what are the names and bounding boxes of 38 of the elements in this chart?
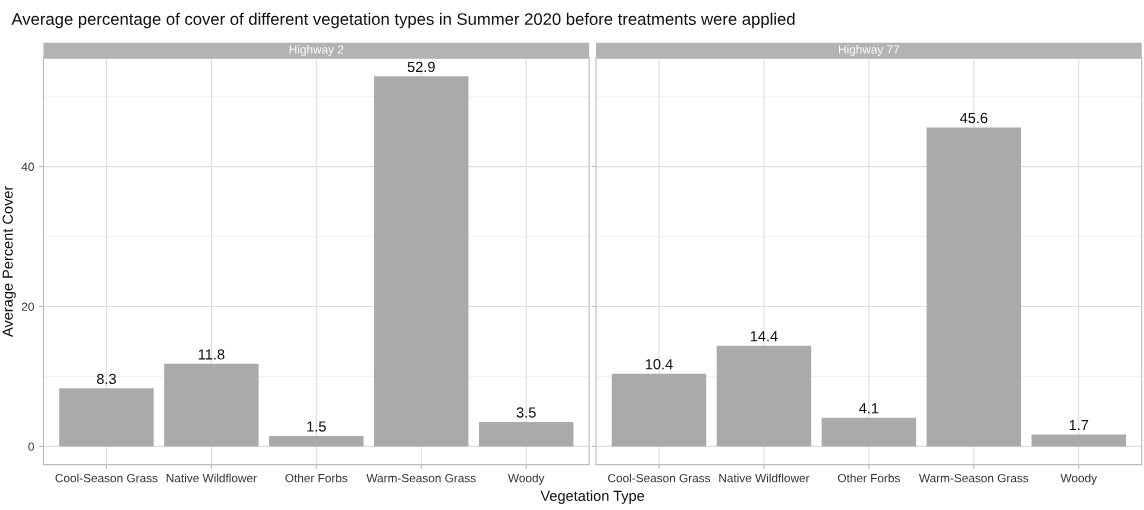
- chart-subtitle: Highway 77: [839, 44, 900, 56]
- y-axis-title: Average Percent Cover: [2, 185, 16, 337]
- x-tick-label: Other Forbs: [285, 473, 348, 483]
- bar: [926, 127, 1022, 447]
- bar: [1031, 434, 1126, 447]
- data-label: 4.1: [859, 403, 879, 414]
- data-label: 8.3: [96, 373, 116, 385]
- x-tick-label: Woody: [507, 473, 545, 485]
- x-tick-label: Other Forbs: [837, 473, 900, 483]
- chart-subtitle: Highway 2: [289, 44, 344, 56]
- data-label: 1.5: [307, 421, 326, 432]
- y-tick-label: 0: [28, 442, 34, 451]
- data-label: 1.7: [1069, 420, 1089, 431]
- bar: [716, 345, 812, 447]
- bar: [269, 435, 364, 447]
- x-tick-label: Native Wildflower: [719, 473, 810, 483]
- chart-title: Average percentage of cover of different vegetation types in Summer 2020 before treatments were applied: [11, 12, 795, 29]
- y-tick-label: 20: [21, 302, 34, 311]
- bar: [478, 421, 574, 447]
- x-tick-label: Cool-Season Grass: [55, 473, 158, 483]
- x-tick-label: Warm-Season Grass: [918, 473, 1029, 483]
- data-label: 52.9: [407, 61, 435, 73]
- bar: [164, 363, 259, 447]
- bar: [611, 373, 707, 447]
- data-label: 14.4: [750, 331, 778, 342]
- bar: [374, 76, 469, 447]
- x-axis-title: Vegetation Type: [540, 490, 645, 504]
- bar: [821, 417, 917, 447]
- x-tick-label: Warm-Season Grass: [366, 473, 476, 483]
- data-label: 11.8: [198, 349, 225, 360]
- data-label: 10.4: [645, 359, 673, 370]
- x-tick-label: Woody: [1060, 473, 1097, 485]
- data-label: 45.6: [959, 112, 988, 124]
- x-tick-label: Native Wildflower: [166, 473, 257, 483]
- data-label: 3.5: [516, 407, 536, 418]
- bar: [59, 388, 154, 447]
- y-tick-label: 40: [21, 162, 34, 171]
- x-tick-label: Cool-Season Grass: [608, 473, 711, 483]
